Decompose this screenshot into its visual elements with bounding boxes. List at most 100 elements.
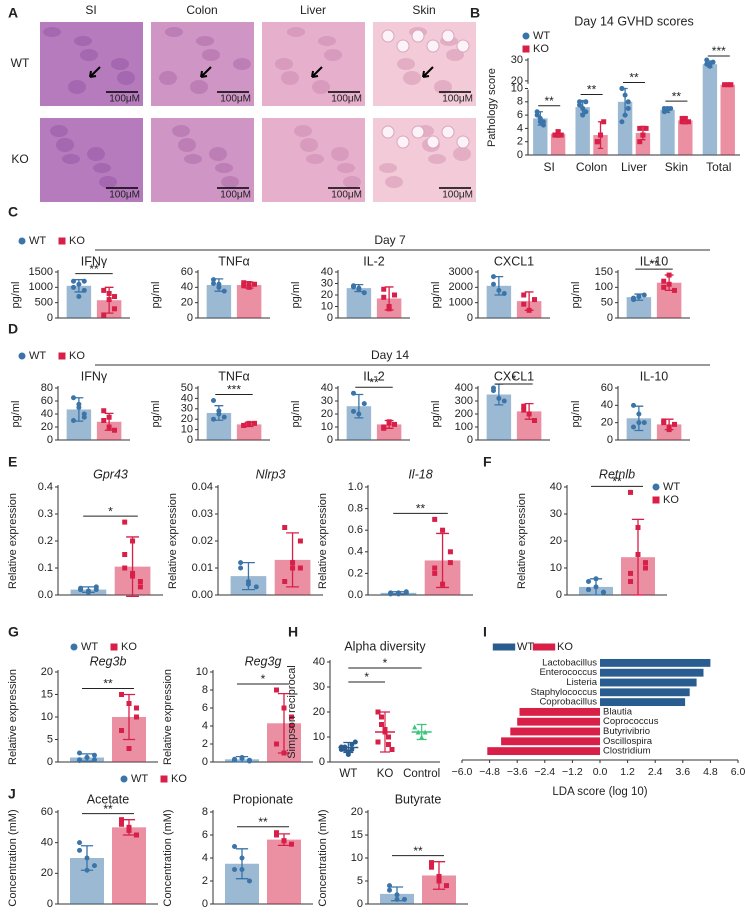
significance-label: ** xyxy=(672,89,682,103)
y-tick-label: 60 xyxy=(181,266,193,278)
data-point xyxy=(666,427,672,433)
data-point xyxy=(394,896,400,902)
tissue-texture xyxy=(202,49,220,61)
data-point xyxy=(600,589,606,595)
tissue-texture xyxy=(275,58,293,70)
data-point xyxy=(232,756,238,762)
y-tick-label: 2 xyxy=(202,738,208,750)
bar xyxy=(720,84,735,155)
tissue-texture xyxy=(397,58,415,70)
data-point xyxy=(392,421,398,427)
data-point xyxy=(394,892,400,898)
data-point xyxy=(642,565,648,571)
tissue-texture xyxy=(196,36,214,46)
error-bar xyxy=(416,723,427,741)
y-axis-label: pg/ml xyxy=(570,401,582,428)
tissue-texture xyxy=(294,125,312,137)
panel-label: E xyxy=(8,454,17,470)
data-point xyxy=(252,420,258,426)
chart-title: Butyrate xyxy=(395,792,442,806)
data-point xyxy=(112,294,118,300)
data-point xyxy=(119,817,125,823)
chart-title: Nlrp3 xyxy=(256,467,286,481)
panel-label: B xyxy=(470,5,480,21)
data-point xyxy=(126,824,132,830)
error-bar xyxy=(286,532,299,588)
data-point xyxy=(601,119,607,125)
legend-marker xyxy=(58,352,66,360)
chart-title: TNFα xyxy=(218,369,250,383)
y-tick-label: 80 xyxy=(41,382,53,394)
tissue-texture xyxy=(379,163,397,173)
column-header: SI xyxy=(85,3,96,17)
y-tick-label: 40 xyxy=(321,382,333,394)
significance-label: ** xyxy=(89,262,99,276)
y-tick-label: 0 xyxy=(47,898,53,910)
data-point xyxy=(594,139,600,145)
bar xyxy=(112,827,146,904)
y-axis-label: Concentration (mM) xyxy=(7,809,19,906)
y-tick-label: 0 xyxy=(607,312,613,324)
data-point xyxy=(70,418,76,423)
bar xyxy=(267,839,301,904)
y-axis-label: pg/ml xyxy=(290,401,302,428)
legend-marker xyxy=(652,496,660,504)
data-point xyxy=(532,297,538,303)
tissue-texture xyxy=(56,138,74,152)
arrow xyxy=(422,66,434,78)
data-point xyxy=(84,755,90,760)
data-point xyxy=(239,855,245,861)
data-point xyxy=(583,99,589,105)
y-tick-label: 10 xyxy=(181,424,193,436)
y-tick-label: 6 xyxy=(202,702,208,714)
y-tick-label: 1000 xyxy=(449,297,473,309)
y-tick-label: 20 xyxy=(321,289,333,301)
significance-label: * xyxy=(364,670,369,684)
data-point xyxy=(137,584,143,590)
chart-title: Alpha diversity xyxy=(344,639,426,653)
data-point xyxy=(274,687,280,693)
data-point xyxy=(490,281,496,287)
tissue-texture xyxy=(74,36,92,46)
y-tick-label: 60 xyxy=(41,395,53,407)
y-tick-label: 40 xyxy=(321,266,333,278)
tissue-texture xyxy=(43,27,61,37)
y-axis-label: pg/ml xyxy=(10,401,22,428)
data-point xyxy=(91,757,97,763)
x-tick-label: Total xyxy=(706,160,731,174)
data-point xyxy=(619,86,625,91)
y-tick-label: 20 xyxy=(313,706,325,718)
y-tick-label: 30 xyxy=(550,508,562,520)
y-tick-label: 1.0 xyxy=(348,481,363,493)
y-tick-label: 2000 xyxy=(449,281,473,293)
y-tick-label: 0 xyxy=(47,434,53,446)
panel-label: F xyxy=(483,454,492,470)
data-point xyxy=(521,403,527,409)
x-tick-label: 4.8 xyxy=(703,766,718,778)
data-point xyxy=(387,887,393,893)
data-point xyxy=(440,581,446,587)
y-tick-label: 10 xyxy=(321,421,333,433)
y-tick-label: 6 xyxy=(202,829,208,841)
chart-title: CXCL1 xyxy=(494,369,534,383)
data-point xyxy=(661,284,667,290)
y-tick-label: 10 xyxy=(321,300,333,312)
data-point xyxy=(386,742,391,747)
category-label: Lactobacillus xyxy=(542,657,597,668)
x-tick-label: 0.0 xyxy=(593,766,608,778)
data-point xyxy=(352,739,358,745)
data-point xyxy=(403,590,409,596)
data-point xyxy=(274,830,280,836)
data-point xyxy=(126,701,132,706)
y-tick-label: 0.3 xyxy=(38,508,53,520)
bar xyxy=(678,120,693,155)
y-tick-label: 4 xyxy=(202,852,208,864)
chart-title: IL-10 xyxy=(640,369,669,383)
bar xyxy=(600,678,697,687)
y-tick-label: 50 xyxy=(601,297,613,309)
data-point xyxy=(643,125,649,131)
bar xyxy=(236,424,262,440)
bar xyxy=(617,101,633,155)
chart-title: Reg3g xyxy=(245,654,282,668)
